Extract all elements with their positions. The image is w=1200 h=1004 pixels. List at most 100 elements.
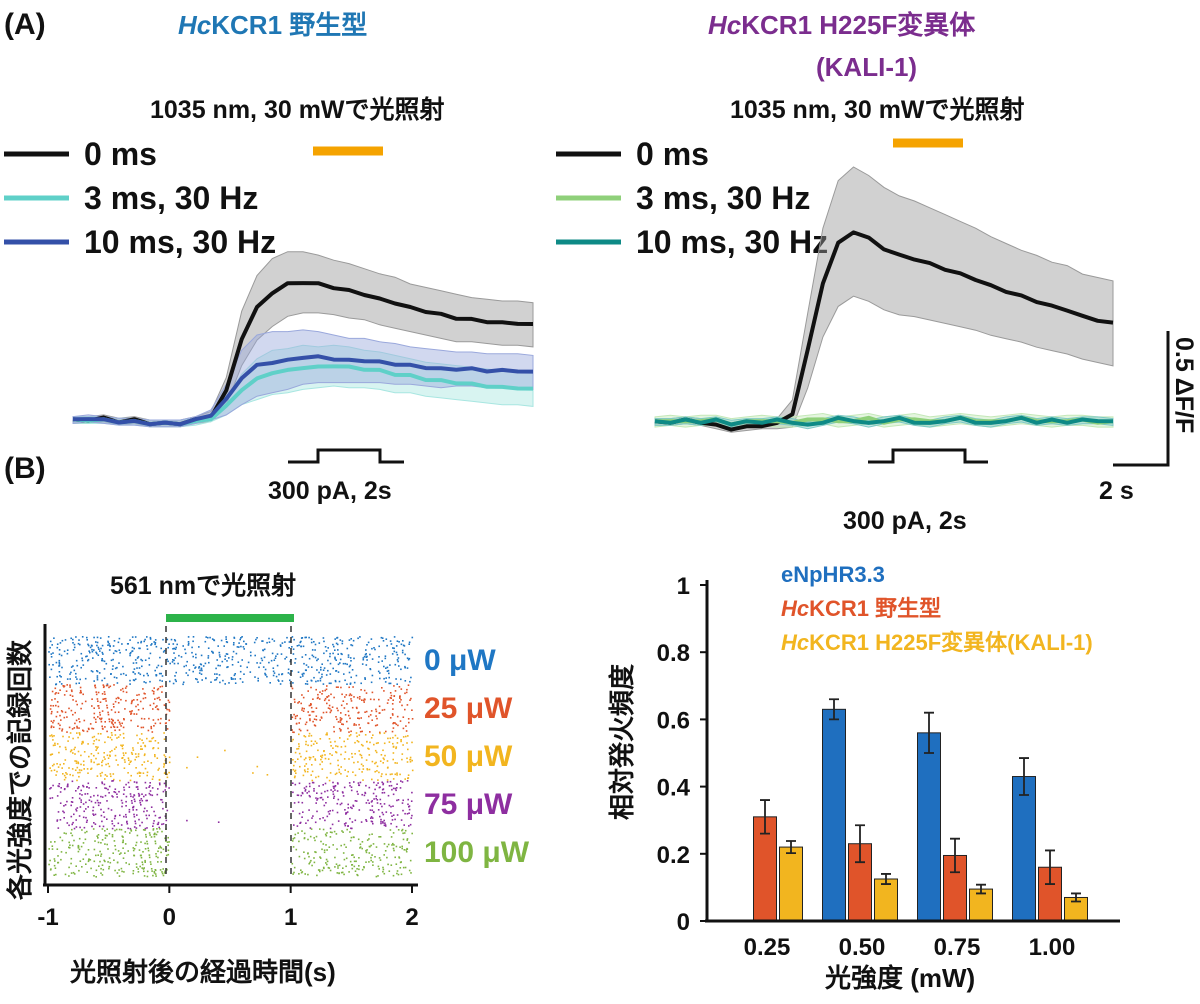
- raster-dot: [91, 670, 94, 673]
- raster-dot: [132, 662, 135, 664]
- raster-dot: [396, 659, 399, 661]
- raster-dot: [101, 761, 103, 764]
- raster-dot: [72, 774, 74, 777]
- raster-dot: [362, 779, 364, 781]
- raster-dot: [54, 744, 56, 746]
- raster-dot: [87, 658, 90, 661]
- raster-dot: [307, 838, 309, 841]
- raster-dot: [95, 738, 98, 741]
- raster-dot: [100, 795, 102, 798]
- raster-dot: [136, 734, 138, 737]
- raster-dot: [118, 637, 121, 640]
- raster-dot: [379, 760, 382, 762]
- raster-dot: [150, 725, 152, 728]
- raster-dot: [121, 870, 123, 873]
- raster-dot: [125, 862, 127, 864]
- raster-dot: [160, 861, 162, 863]
- raster-dot: [117, 711, 120, 713]
- raster-dot: [127, 757, 130, 759]
- raster-dot: [322, 798, 324, 801]
- raster-dot: [333, 726, 335, 728]
- raster-dot: [143, 870, 145, 873]
- raster-dot: [192, 664, 195, 666]
- raster-dot: [319, 679, 322, 682]
- raster-dot: [207, 655, 210, 657]
- raster-dot: [133, 713, 135, 715]
- raster-dot: [348, 665, 351, 668]
- raster-dot: [354, 741, 356, 744]
- raster-dot: [94, 813, 97, 816]
- raster-dot: [110, 726, 112, 729]
- raster-dot: [352, 805, 355, 807]
- raster-dot: [346, 703, 348, 705]
- raster-dot: [51, 710, 53, 713]
- raster-dot: [216, 673, 218, 675]
- raster-dot: [140, 856, 143, 859]
- raster-dot: [404, 692, 406, 695]
- raster-dot: [328, 682, 331, 685]
- raster-dot: [96, 675, 99, 677]
- raster-dot: [72, 638, 74, 641]
- raster-dot: [409, 823, 412, 826]
- raster-dot: [309, 861, 311, 864]
- raster-dot: [327, 796, 329, 798]
- raster-dot: [135, 662, 138, 664]
- raster-dot: [322, 866, 325, 869]
- raster-dot: [351, 706, 354, 709]
- raster-dot: [383, 819, 385, 822]
- raster-dot: [96, 677, 99, 679]
- raster-dot: [336, 872, 339, 874]
- raster-dot: [103, 859, 105, 862]
- raster-dot: [173, 659, 175, 662]
- raster-dot: [294, 769, 297, 772]
- raster-dot: [322, 637, 325, 639]
- raster-dot: [224, 683, 226, 685]
- raster-dot: [358, 768, 361, 770]
- raster-dot: [113, 640, 116, 642]
- raster-dot: [350, 660, 352, 662]
- raster-dot: [205, 636, 207, 638]
- raster-dot: [302, 710, 305, 712]
- raster-dot: [372, 811, 375, 814]
- raster-dot: [192, 636, 195, 638]
- raster-dot: [368, 802, 370, 804]
- raster-dot: [168, 787, 170, 789]
- raster-dot: [63, 763, 65, 765]
- raster-dot: [393, 685, 395, 687]
- raster-dot: [310, 859, 312, 862]
- x-tick-label: 0: [163, 904, 176, 931]
- raster-dot: [313, 857, 315, 859]
- raster-dot: [93, 814, 95, 816]
- raster-dot: [98, 763, 100, 765]
- raster-dot: [386, 845, 389, 848]
- raster-dot: [398, 857, 401, 859]
- raster-dot: [149, 861, 152, 863]
- raster-dot: [375, 751, 378, 754]
- raster-dot: [107, 644, 109, 646]
- raster-dot: [107, 736, 109, 738]
- legend-label-text: KCR1 野生型: [809, 596, 941, 621]
- raster-dot: [231, 658, 234, 661]
- raster-dot: [96, 698, 99, 700]
- raster-dot: [275, 655, 277, 657]
- raster-dot: [370, 844, 372, 847]
- raster-dot: [406, 657, 409, 659]
- legend-label-italic: Hc: [781, 630, 809, 655]
- raster-dot: [214, 673, 216, 675]
- raster-dot: [66, 784, 69, 786]
- raster-dot: [91, 650, 94, 653]
- raster-dot: [382, 868, 385, 871]
- raster-dot: [114, 711, 117, 714]
- raster-dot: [56, 820, 58, 822]
- raster-dot: [109, 861, 112, 864]
- raster-dot: [268, 637, 270, 640]
- raster-dot: [355, 724, 357, 726]
- raster-dot: [351, 867, 354, 870]
- raster-dot: [294, 751, 297, 754]
- raster-dot: [80, 763, 82, 766]
- raster-dot: [217, 821, 220, 823]
- raster-dot: [368, 838, 370, 840]
- raster-dot: [332, 793, 335, 795]
- raster-dot: [252, 772, 254, 774]
- raster-dot: [409, 680, 411, 683]
